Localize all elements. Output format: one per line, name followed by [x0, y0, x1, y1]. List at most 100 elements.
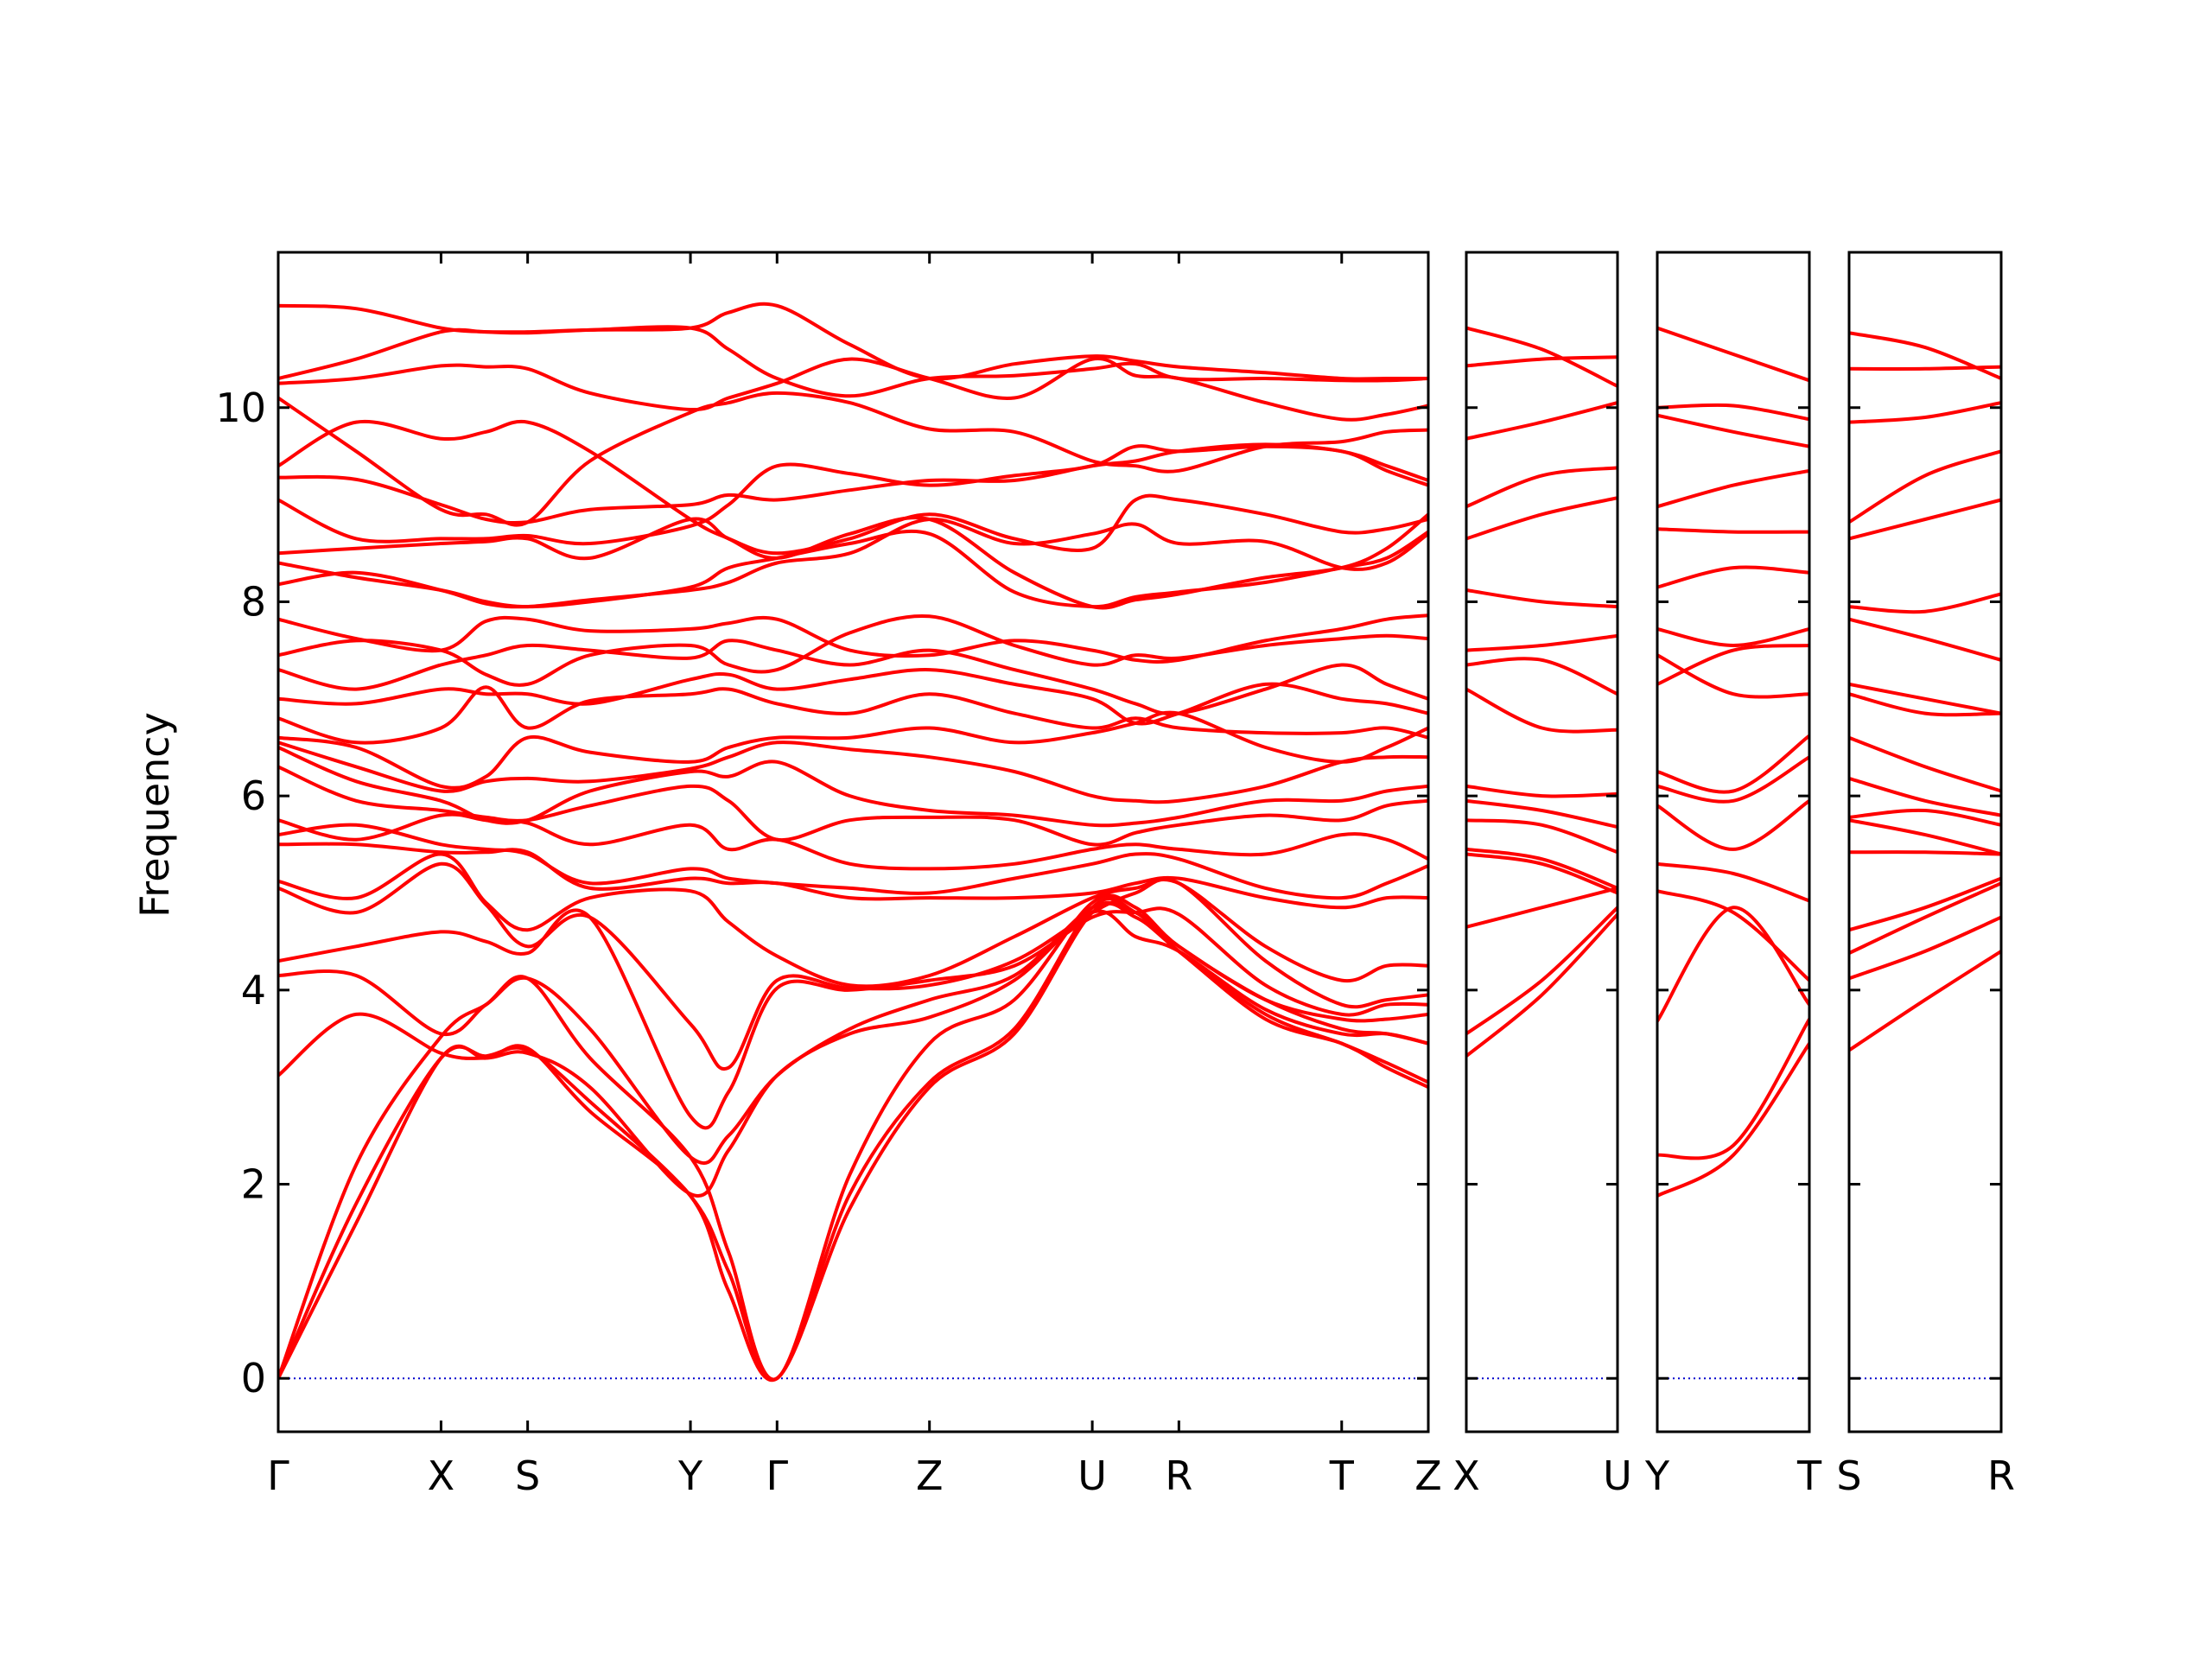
band-S-R-11 — [1849, 776, 2001, 817]
band-S-R-1 — [1849, 331, 2001, 380]
band-Y-T-17 — [1657, 1041, 1809, 1198]
x-tick-label: Y — [677, 1452, 703, 1499]
y-tick-label: 2 — [241, 1161, 266, 1208]
band-X-U-17 — [1466, 912, 1618, 1058]
band-Y-T-1 — [1657, 326, 1809, 383]
bands — [278, 302, 1428, 1382]
band-Y-T-12 — [1657, 798, 1809, 851]
x-tick-label: R — [1987, 1452, 2015, 1499]
bands — [1466, 326, 1618, 1058]
band-S-R-7 — [1849, 617, 2001, 662]
x-tick-label: U — [1077, 1452, 1107, 1499]
x-tick-label: T — [1329, 1452, 1355, 1499]
band-X-U-16 — [1466, 906, 1618, 1036]
band-main-19 — [278, 765, 1428, 847]
band-Y-T-13 — [1657, 861, 1809, 903]
band-main-11 — [278, 613, 1428, 664]
band-Y-T-4 — [1657, 468, 1809, 509]
band-S-R-4 — [1849, 449, 2001, 524]
band-main-7 — [278, 444, 1428, 546]
band-S-R-3 — [1849, 401, 2001, 424]
band-main-15 — [278, 685, 1428, 745]
band-main-20 — [278, 812, 1428, 871]
band-Y-T-11 — [1657, 755, 1809, 804]
y-tick-label: 0 — [241, 1355, 266, 1402]
band-S-R-12 — [1849, 808, 2001, 827]
band-X-U-7 — [1466, 633, 1618, 652]
band-main-16 — [278, 710, 1428, 790]
band-X-U-6 — [1466, 588, 1618, 609]
panel-frame — [1465, 251, 1619, 1433]
band-S-R-9 — [1849, 692, 2001, 717]
band-X-U-13 — [1466, 847, 1618, 890]
band-main-23 — [278, 852, 1428, 988]
x-tick-label: S — [1836, 1452, 1861, 1499]
band-main-8 — [278, 493, 1428, 561]
band-S-R-8 — [1849, 682, 2001, 715]
band-main-30 — [278, 901, 1428, 1382]
band-main-4 — [278, 391, 1428, 527]
band-main-5 — [278, 419, 1428, 610]
panel-main: 0 2 4 6 8 10 Γ X S Y Γ Z U R T Z — [215, 251, 1442, 1499]
y-tick-label: 4 — [241, 967, 266, 1014]
band-Y-T-8 — [1657, 653, 1809, 699]
x-tick-label: X — [428, 1452, 455, 1499]
band-Y-T-5 — [1657, 527, 1809, 534]
band-Y-T-14 — [1657, 889, 1809, 982]
y-tick-label: 8 — [241, 578, 266, 625]
band-S-R-13 — [1849, 818, 2001, 856]
band-main-12 — [278, 613, 1428, 687]
band-main-24 — [278, 861, 1428, 1071]
band-main-1 — [278, 302, 1428, 381]
band-X-U-8 — [1466, 657, 1618, 696]
band-main-21 — [278, 823, 1428, 900]
band-X-U-11 — [1466, 798, 1618, 830]
band-X-U-14 — [1466, 852, 1618, 895]
band-Y-T-10 — [1657, 734, 1809, 794]
bands — [1849, 331, 2001, 1052]
band-main-3 — [278, 357, 1428, 422]
band-S-R-17 — [1849, 915, 2001, 981]
band-X-U-15 — [1466, 886, 1618, 929]
band-S-R-10 — [1849, 735, 2001, 793]
panel-frame — [1847, 251, 2003, 1433]
panel-frame — [1656, 251, 1811, 1433]
x-tick-label: U — [1603, 1452, 1632, 1499]
band-X-U-9 — [1466, 687, 1618, 734]
x-tick-label: Z — [916, 1452, 944, 1499]
band-main-2 — [278, 325, 1428, 398]
band-S-R-5 — [1849, 498, 2001, 541]
band-X-U-12 — [1466, 818, 1618, 855]
band-S-R-6 — [1849, 592, 2001, 614]
band-main-22 — [278, 842, 1428, 910]
band-main-14 — [278, 668, 1428, 726]
band-S-R-18 — [1849, 949, 2001, 1052]
band-main-28 — [278, 893, 1428, 1382]
band-Y-T-6 — [1657, 565, 1809, 589]
band-Y-T-15 — [1657, 906, 1809, 1023]
x-tick-label: T — [1796, 1452, 1822, 1499]
band-S-R-15 — [1849, 876, 2001, 932]
band-X-U-3 — [1466, 401, 1618, 441]
band-Y-T-2 — [1657, 403, 1809, 422]
x-tick-label: Z — [1414, 1452, 1442, 1499]
band-Y-T-3 — [1657, 413, 1809, 448]
band-main-9 — [278, 529, 1428, 609]
x-tick-label: X — [1452, 1452, 1480, 1499]
x-tick-label: S — [515, 1452, 540, 1499]
x-tick-label: Γ — [766, 1452, 788, 1499]
band-X-U-1 — [1466, 326, 1618, 388]
band-X-U-2 — [1466, 355, 1618, 368]
bands — [1657, 326, 1809, 1198]
band-Y-T-7 — [1657, 626, 1809, 647]
band-main-6 — [278, 442, 1428, 525]
band-S-R-14 — [1849, 850, 2001, 856]
x-tick-label: R — [1165, 1452, 1192, 1499]
band-main-10 — [278, 517, 1428, 609]
band-main-25 — [278, 906, 1428, 1130]
band-S-R-16 — [1849, 881, 2001, 956]
